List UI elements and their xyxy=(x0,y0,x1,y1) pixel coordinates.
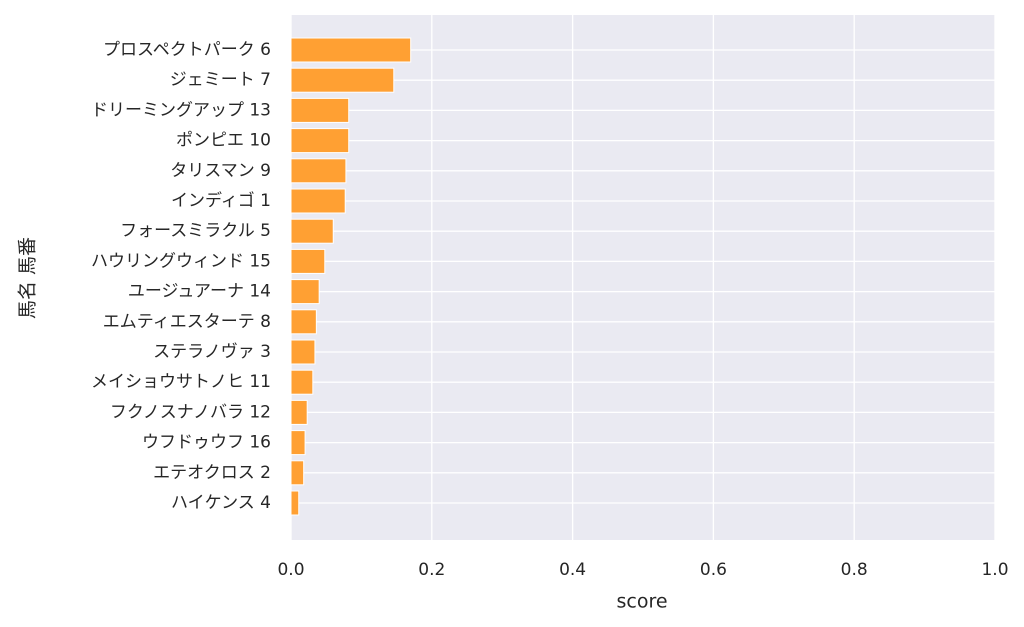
bar xyxy=(290,309,317,335)
bar xyxy=(290,158,347,184)
bar xyxy=(290,339,316,365)
y-tick-label: プロスペクトパーク 6 xyxy=(103,40,271,60)
bar xyxy=(290,248,326,274)
y-tick-label: エテオクロス 2 xyxy=(153,463,271,483)
y-tick-label: インディゴ 1 xyxy=(171,190,271,211)
bar xyxy=(290,369,314,395)
x-tick-label: 0.0 xyxy=(277,560,304,580)
y-tick-label: ポンピエ 10 xyxy=(176,131,271,151)
y-tick-label: ジェミート 7 xyxy=(170,70,271,90)
y-tick-label: エムティエスターテ 8 xyxy=(103,312,271,332)
plot-area xyxy=(291,15,995,540)
y-tick-label: ユージュアーナ 14 xyxy=(128,282,271,302)
x-tick-label: 0.4 xyxy=(559,560,586,580)
y-tick-label: フクノスナノバラ 12 xyxy=(110,402,271,422)
y-tick-label: メイショウサトノヒ 11 xyxy=(91,372,271,392)
y-tick-label: ハイケンス 4 xyxy=(171,493,271,513)
x-tick-label: 0.2 xyxy=(418,560,445,580)
y-tick-label: ドリーミングアップ 13 xyxy=(91,100,271,120)
y-tick-label: ステラノヴァ 3 xyxy=(153,342,271,362)
bar xyxy=(290,279,320,305)
x-tick-label: 1.0 xyxy=(981,560,1008,580)
y-tick-label: ハウリングウィンド 15 xyxy=(91,251,271,271)
y-axis-label: 馬名 馬番 xyxy=(17,237,39,319)
y-tick-label: フォースミラクル 5 xyxy=(120,221,271,241)
y-tick-label: ウフドゥウフ 16 xyxy=(142,433,271,453)
y-tick-label: タリスマン 9 xyxy=(170,161,271,181)
x-tick-label: 0.8 xyxy=(841,560,868,580)
bar xyxy=(290,97,350,123)
x-tick-label: 0.6 xyxy=(700,560,727,580)
bar xyxy=(290,37,412,63)
bar xyxy=(290,460,305,486)
bar xyxy=(290,490,300,516)
bar xyxy=(290,218,334,244)
bar xyxy=(290,188,346,214)
bar xyxy=(290,430,306,456)
x-axis-label: score xyxy=(616,591,667,613)
bar xyxy=(290,128,350,154)
bar xyxy=(290,399,308,425)
bar xyxy=(290,67,395,93)
